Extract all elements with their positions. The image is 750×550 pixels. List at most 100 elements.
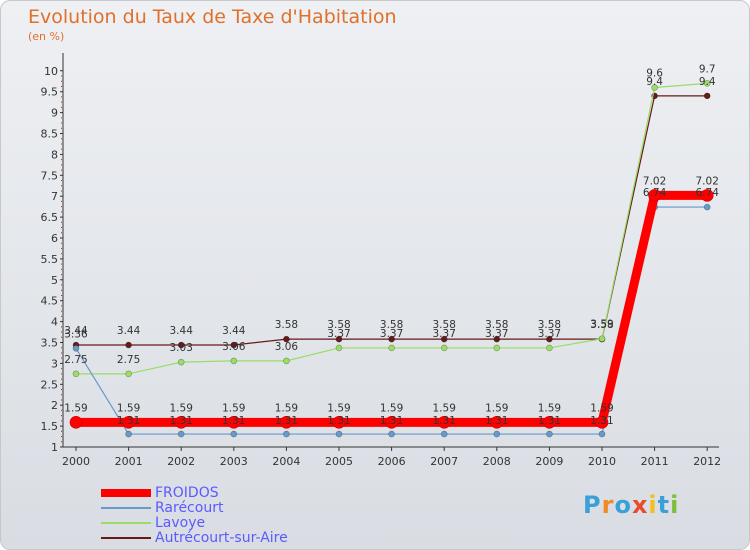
data-point (543, 416, 556, 429)
data-label: 1.59 (117, 402, 140, 414)
x-tick-label: 2006 (378, 455, 406, 468)
data-label: 3.37 (433, 328, 456, 340)
legend-item: FROIDOS (101, 484, 288, 501)
data-label: 3.58 (327, 319, 350, 331)
data-point (125, 430, 132, 438)
data-label: 3.58 (538, 319, 561, 331)
legend-item: Autrécourt-sur-Aire (101, 529, 288, 546)
logo-letter: P (583, 491, 602, 519)
data-label: 3.36 (64, 328, 88, 340)
data-point (648, 189, 661, 202)
data-label: 1.59 (485, 402, 508, 414)
data-point (125, 341, 132, 349)
data-point (283, 335, 290, 343)
data-label: 1.31 (275, 415, 298, 427)
chart-unit: (en %) (28, 30, 65, 43)
y-tick-label: 1.5 (41, 420, 59, 433)
data-point (177, 341, 185, 349)
data-label: 1.31 (380, 415, 403, 427)
x-tick-label: 2008 (483, 455, 511, 468)
data-point (283, 430, 290, 438)
data-point (598, 335, 606, 343)
series-line (75, 95, 708, 346)
data-point (493, 344, 501, 352)
data-point (335, 335, 343, 343)
data-point (230, 341, 238, 349)
y-tick-label: 5 (51, 274, 58, 287)
x-tick-label: 2005 (325, 455, 353, 468)
data-label: 3.06 (275, 341, 299, 353)
data-label: 3.58 (590, 319, 613, 331)
data-point (440, 430, 448, 438)
data-point (230, 430, 238, 438)
data-label: 3.58 (485, 319, 508, 331)
y-tick-label: 7.5 (41, 169, 59, 182)
data-label: 3.37 (538, 328, 561, 340)
x-tick-label: 2001 (115, 455, 143, 468)
series-line (71, 190, 712, 427)
y-tick-label: 10 (44, 65, 58, 78)
data-label: 3.58 (275, 319, 298, 331)
y-tick-label: 1 (51, 441, 58, 454)
legend-label: Rarécourt (155, 499, 224, 516)
data-label: 1.31 (538, 415, 561, 427)
data-label: 3.58 (380, 319, 403, 331)
y-tick-label: 9.5 (41, 86, 59, 99)
data-label: 1.31 (433, 415, 456, 427)
data-label: 1.59 (380, 402, 403, 414)
data-label: 1.59 (170, 402, 193, 414)
data-point (283, 357, 290, 365)
x-tick-label: 2012 (693, 455, 721, 468)
data-point (493, 430, 501, 438)
data-label: 3.37 (327, 328, 350, 340)
data-label: 1.59 (222, 402, 245, 414)
y-tick-label: 2.5 (41, 378, 59, 391)
data-label: 1.59 (590, 402, 613, 414)
legend-label: FROIDOS (155, 484, 219, 501)
y-tick-label: 6.5 (41, 211, 59, 224)
data-point (230, 357, 238, 365)
data-point (388, 335, 395, 343)
data-point (598, 430, 606, 438)
data-label: 3.37 (485, 328, 508, 340)
data-label: 6.74 (696, 187, 720, 199)
data-label: 9.4 (646, 76, 663, 88)
data-point (335, 344, 343, 352)
data-point (437, 416, 451, 429)
y-tick-label: 4.5 (41, 295, 59, 308)
data-point (703, 92, 711, 100)
data-point (69, 416, 83, 429)
data-point (493, 335, 501, 343)
legend-swatch (101, 521, 151, 524)
data-point (332, 416, 346, 429)
y-tick-label: 3 (51, 357, 58, 370)
data-label: 1.59 (433, 402, 456, 414)
y-tick-label: 8.5 (41, 128, 59, 141)
legend-label: Autrécourt-sur-Aire (155, 529, 288, 546)
data-point (703, 203, 711, 211)
legend-swatch (101, 506, 151, 509)
data-point (490, 416, 504, 429)
data-point (651, 84, 658, 91)
x-tick-label: 2010 (588, 455, 616, 468)
y-tick-label: 9 (51, 107, 58, 120)
data-point (388, 430, 395, 438)
data-point (72, 345, 80, 352)
data-point (335, 430, 343, 438)
data-label: 1.31 (170, 415, 193, 427)
x-tick-label: 2007 (430, 455, 458, 468)
logo-letter: o (614, 491, 632, 519)
data-label: 3.44 (64, 325, 88, 337)
data-point (177, 358, 185, 366)
legend-item: Lavoye (101, 515, 288, 531)
data-label: 1.31 (117, 415, 140, 427)
y-tick-label: 5.5 (41, 253, 59, 266)
data-point (546, 335, 553, 343)
data-label: 3.44 (170, 325, 194, 337)
x-tick-label: 2004 (272, 455, 300, 468)
data-label: 9.7 (699, 63, 716, 75)
data-point (440, 335, 448, 343)
y-tick-label: 8 (51, 148, 58, 161)
y-tick-label: 2 (51, 399, 58, 412)
